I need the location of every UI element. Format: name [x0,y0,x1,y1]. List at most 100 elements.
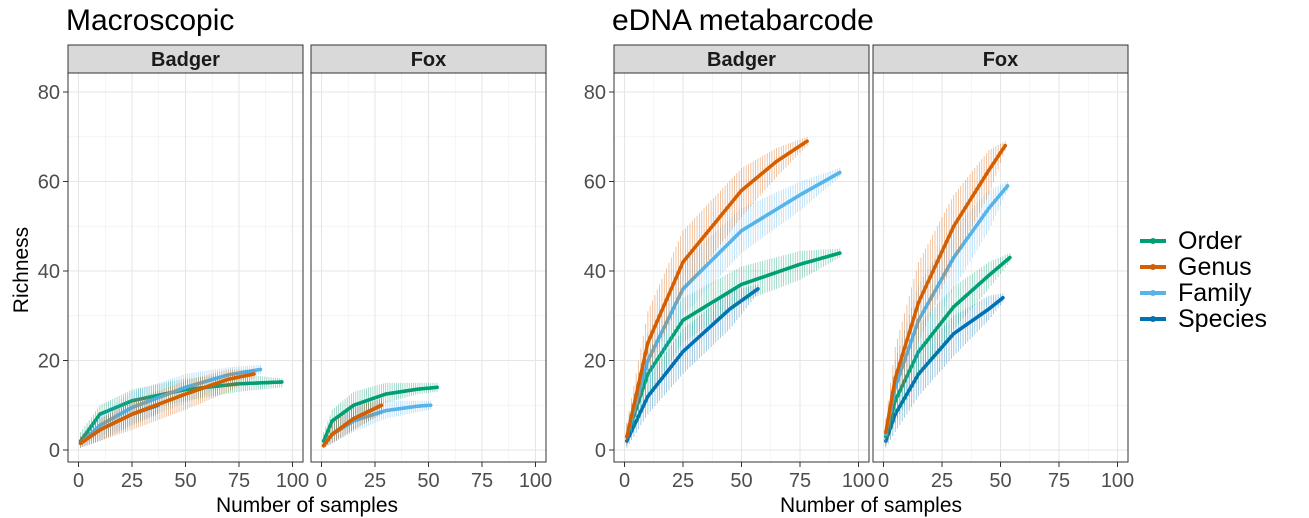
data-point [648,353,653,358]
data-point [972,286,977,290]
data-point [718,214,723,219]
data-point [428,403,433,408]
x-tick-label: 25 [672,470,694,492]
data-point [891,419,895,423]
data-point [648,335,653,340]
data-point [720,313,725,318]
data-point [704,263,709,268]
legend-swatch-species [1140,316,1166,322]
data-point [933,289,937,293]
data-point [692,245,697,250]
data-point [996,265,1000,270]
data-point [972,190,977,195]
data-point [933,328,937,333]
data-point [951,305,956,309]
data-point [627,424,631,428]
series-genus-points [884,143,1007,434]
data-point [902,346,907,350]
data-point [963,239,968,243]
data-point [685,282,690,287]
data-point [634,419,638,423]
data-point [706,228,711,233]
data-point [660,308,664,313]
data-point [737,231,741,235]
data-point [671,332,676,337]
series-family-points [78,367,263,446]
data-point [657,379,662,384]
x-tick-label: 0 [878,470,889,492]
data-point [949,229,954,234]
data-point [926,337,930,342]
data-point [674,358,678,363]
data-point [657,313,662,318]
data-point [1001,189,1005,194]
data-point [718,249,723,254]
data-point [893,412,897,417]
series-genus-line [884,144,1007,434]
data-point [732,235,737,240]
data-point [888,403,893,408]
data-point [947,310,951,315]
data-point [891,390,895,394]
data-point [690,277,695,282]
data-point [716,252,720,256]
data-point [323,434,328,438]
data-point [683,347,688,352]
y-tick-label: 60 [38,172,60,194]
data-point [699,332,704,337]
legend-swatch-genus [1140,264,1166,270]
data-point [639,372,643,376]
facet-label: Fox [411,49,447,71]
data-point [683,257,688,261]
data-point [914,376,919,380]
data-point [951,255,956,260]
x-tick-label: 25 [931,470,953,492]
data-point [937,280,942,285]
data-point [662,373,667,378]
x-axis-title: Number of samples [216,494,398,517]
data-point [650,349,655,353]
data-point [641,361,646,366]
data-point [681,287,685,291]
data-point [667,315,671,320]
data-point [923,305,928,310]
data-point [323,440,328,445]
data-point [982,175,986,180]
data-point [979,216,984,220]
x-tick-label: 50 [989,470,1011,492]
data-point [907,388,912,392]
data-point [93,418,98,422]
data-point [657,334,662,339]
data-point [671,306,676,310]
series-genus-points [321,403,384,448]
data-point [723,208,727,213]
data-point [326,429,330,433]
data-point [1003,259,1007,264]
data-point [667,292,671,297]
data-point [660,350,664,355]
data-point [928,358,933,363]
data-point [991,200,996,205]
data-point [907,369,912,374]
data-point [991,269,996,274]
data-point [702,234,706,239]
data-point [653,361,657,365]
data-point [676,296,681,301]
data-point [720,247,725,252]
data-point [998,150,1003,155]
data-point [695,273,699,277]
data-point [994,198,998,202]
data-point [671,281,676,286]
data-point [725,242,730,247]
data-point [965,292,970,297]
data-point [921,290,926,294]
legend-item-genus: Genus [1140,253,1267,281]
data-point [900,384,905,388]
data-point [681,260,685,264]
data-point [89,424,94,428]
y-tick-label: 40 [38,261,60,283]
data-point [907,330,912,335]
data-point [937,322,942,327]
series-species-points [884,296,1005,443]
data-point [909,384,914,388]
